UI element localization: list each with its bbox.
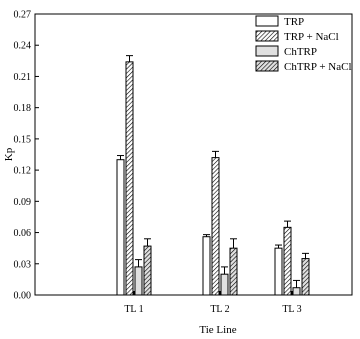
- y-tick-label: 0.03: [14, 259, 32, 270]
- y-tick-label: 0.18: [14, 103, 32, 114]
- legend-label: TRP: [284, 16, 304, 28]
- y-axis-label: Kp: [3, 147, 15, 161]
- bar-chtrp-tl2: [220, 273, 229, 296]
- legend-swatch: [255, 15, 279, 27]
- bar-chtrp-nacl-tl3: [301, 258, 310, 296]
- y-tick-label: 0.09: [14, 197, 32, 208]
- bar-chtrp-nacl-tl1: [143, 245, 152, 296]
- bar-trp-nacl-tl3: [283, 226, 292, 296]
- bar-chtrp-tl1: [134, 266, 143, 296]
- legend-swatch: [255, 45, 279, 57]
- x-tick-label: TL 1: [124, 304, 143, 315]
- bar-chtrp-tl3: [292, 287, 301, 296]
- legend-swatch: [255, 30, 279, 42]
- y-tick-label: 0.27: [14, 10, 32, 21]
- bar-trp-tl2: [202, 236, 211, 296]
- y-tick-label: 0.21: [14, 72, 32, 83]
- bar-chtrp-nacl-tl2: [229, 247, 238, 296]
- legend-swatch: [255, 60, 279, 72]
- y-axis-ticks: 0.00 0.03 0.06 0.09 0.12 0.15 0.18 0.21 0.24 0.27: [14, 10, 39, 302]
- y-tick-label: 0.00: [14, 291, 32, 302]
- y-tick-label: 0.06: [14, 228, 32, 239]
- y-tick-label: 0.12: [14, 166, 32, 177]
- bar-series: TL 1 TL 2 TL 3: [116, 55, 310, 315]
- legend-label: ChTRP + NaCl: [284, 61, 352, 73]
- legend-label: ChTRP: [284, 46, 317, 58]
- bar-trp-tl3: [274, 247, 283, 296]
- legend-label: TRP + NaCl: [284, 31, 339, 43]
- y-tick-label: 0.24: [14, 41, 32, 52]
- y-tick-label: 0.15: [14, 134, 32, 145]
- plot-frame: [34, 13, 353, 296]
- bar-trp-nacl-tl2: [211, 157, 220, 296]
- axes: [34, 13, 353, 296]
- legend: TRP TRP + NaCl ChTRP ChTRP + NaCl: [255, 15, 352, 73]
- x-tick-label: TL 2: [210, 304, 229, 315]
- x-axis-label: Tie Line: [199, 324, 236, 336]
- bar-trp-tl1: [116, 159, 125, 296]
- x-tick-label: TL 3: [282, 304, 301, 315]
- bar-trp-nacl-tl1: [125, 61, 134, 296]
